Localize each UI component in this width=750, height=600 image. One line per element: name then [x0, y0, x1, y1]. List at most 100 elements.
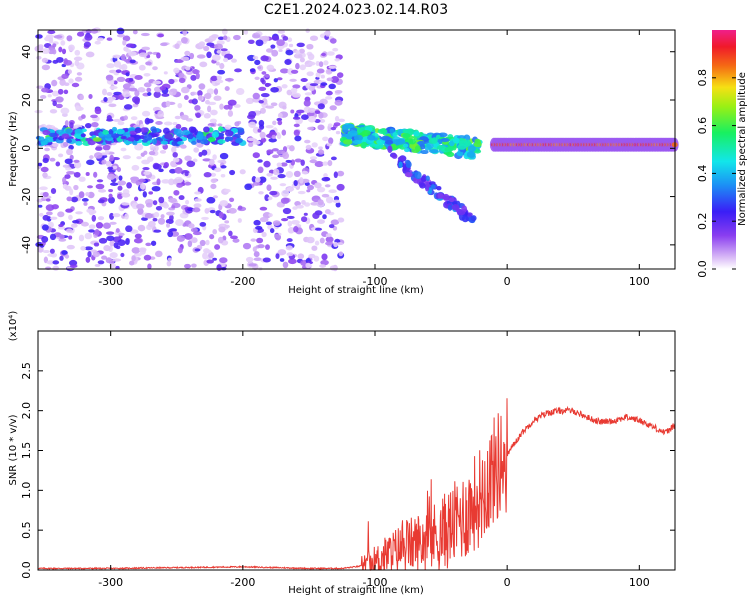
spectrogram-band-cell [151, 128, 157, 134]
spectrogram-noise-cell [253, 257, 263, 261]
spectrogram-noise-cell [166, 260, 172, 267]
spectrogram-noise-cell [67, 69, 72, 75]
spectrogram-noise-cell [103, 245, 111, 252]
spectrogram-band-cell [102, 129, 109, 135]
spectrogram-noise-cell [285, 245, 293, 251]
spectrogram-noise-cell [252, 181, 261, 186]
spectrogram-noise-cell [153, 145, 159, 152]
spectrogram-noise-cell [104, 150, 110, 154]
spectrogram-noise-cell [329, 265, 338, 271]
spectrogram-noise-cell [58, 238, 67, 242]
spectrogram-noise-cell [257, 166, 264, 174]
spectrogram-noise-cell [292, 206, 298, 210]
spectrogram-noise-cell [257, 244, 265, 249]
spectrogram-noise-cell [293, 53, 303, 59]
spectrogram-tail-cell [429, 181, 436, 186]
spectrogram-noise-cell [142, 167, 150, 171]
spectrogram-noise-cell [237, 218, 242, 223]
spectrogram-noise-cell [299, 48, 305, 54]
spectrogram-noise-cell [190, 227, 198, 233]
spectrogram-noise-cell [306, 71, 314, 77]
spectrogram-noise-cell [141, 159, 151, 165]
spectrogram-noise-cell [208, 35, 217, 42]
spectrogram-noise-cell [63, 141, 69, 148]
spectrogram-noise-cell [52, 48, 57, 55]
spectrogram-noise-cell [195, 112, 201, 119]
spectrogram-noise-cell [134, 90, 140, 97]
spectrogram-noise-cell [62, 176, 67, 184]
spectrogram-branch-cell [348, 130, 358, 137]
spectrogram-noise-cell [145, 242, 152, 247]
spectrogram-band-cell [186, 133, 194, 140]
spectrogram-band-cell [74, 128, 83, 135]
spectrogram-noise-cell [216, 264, 222, 272]
spectrogram-noise-cell [212, 154, 217, 160]
spectrogram-noise-cell [277, 112, 283, 119]
spectrogram-noise-cell [156, 178, 161, 186]
spectrogram-noise-cell [64, 174, 71, 179]
spectrogram-noise-cell [53, 34, 63, 39]
spectrogram-noise-cell [39, 212, 44, 217]
spectrogram-noise-cell [75, 105, 80, 110]
spectrogram-noise-cell [221, 28, 228, 35]
spectrogram-noise-cell [108, 196, 115, 204]
spectrogram-noise-cell [308, 84, 316, 92]
spectrogram-noise-cell [174, 167, 183, 174]
spectrogram-noise-cell [322, 161, 329, 166]
spectrogram-noise-cell [217, 36, 225, 41]
spectrogram-noise-cell [287, 226, 295, 234]
snr-panel: -300 -200 -100 0 100 0.0 0.5 1.0 1.5 2.0 2.5 Heig… [8, 311, 676, 596]
spectrogram-noise-cell [92, 251, 100, 258]
spectrogram-noise-cell [304, 139, 311, 144]
spectrogram-noise-cell [128, 51, 137, 57]
spectrogram-noise-cell [314, 161, 324, 168]
spectrogram-branch-cell [440, 137, 450, 143]
spectrogram-noise-cell [91, 214, 97, 222]
spectrogram-noise-cell [106, 37, 113, 41]
snr-y-tick-label: 2.0 [20, 402, 33, 420]
spectrogram-noise-cell [286, 215, 295, 219]
spectrogram-noise-cell [217, 123, 223, 127]
spectrogram-noise-cell [300, 159, 305, 166]
spectrogram-noise-cell [317, 149, 325, 155]
spectrogram-noise-cell [41, 236, 49, 243]
spectrogram-noise-cell [274, 233, 280, 239]
spectrogram-noise-cell [169, 228, 177, 232]
spectrogram-noise-cell [291, 92, 301, 98]
spectrogram-noise-cell [195, 72, 200, 80]
spectrogram-branch-cell [457, 143, 467, 150]
spectrogram-noise-cell [336, 170, 345, 177]
spectrogram-branch-cell [467, 145, 476, 153]
spectrogram-noise-cell [72, 220, 80, 224]
spectrogram-noise-cell [168, 197, 178, 203]
spectrogram-noise-cell [138, 52, 148, 58]
spectrogram-noise-cell [316, 186, 326, 193]
spectrogram-noise-cell [198, 83, 206, 90]
spectrogram-noise-cell [84, 34, 93, 41]
colorbar-ticks: 0.0 0.2 0.4 0.6 0.8 [696, 69, 736, 278]
spectrogram-noise-cell [205, 99, 210, 105]
spectrogram-noise-cell [286, 187, 295, 192]
spectrogram-noise-cell [261, 71, 267, 75]
spectrogram-noise-cell [336, 183, 345, 191]
spectrogram-noise-cell [248, 142, 254, 147]
spectrogram-noise-cell [85, 256, 91, 263]
spectrogram-noise-cell [112, 165, 118, 170]
spectrogram-branch-cell [403, 143, 409, 148]
snr-y-ticks: 0.0 0.5 1.0 1.5 2.0 2.5 [20, 362, 675, 579]
spectrogram-noise-cell [163, 121, 173, 126]
spectrogram-noise-cell [213, 88, 219, 95]
spectrogram-noise-cell [112, 258, 122, 262]
spectrogram-noise-cell [192, 231, 202, 236]
spectrogram-tail-cell [425, 175, 430, 182]
spectrogram-noise-cell [178, 77, 186, 84]
spectrogram-noise-cell [209, 234, 215, 240]
spectrogram-noise-cell [85, 172, 90, 176]
spectrogram-noise-cell [337, 242, 343, 246]
spectrogram-noise-cell [228, 230, 233, 237]
spectrogram-noise-cell [46, 211, 53, 216]
spectrogram-noise-cell [64, 120, 69, 127]
spectrogram-noise-cell [192, 158, 198, 163]
spectrogram-noise-cell [87, 185, 93, 189]
spectrogram-noise-cell [333, 241, 339, 248]
